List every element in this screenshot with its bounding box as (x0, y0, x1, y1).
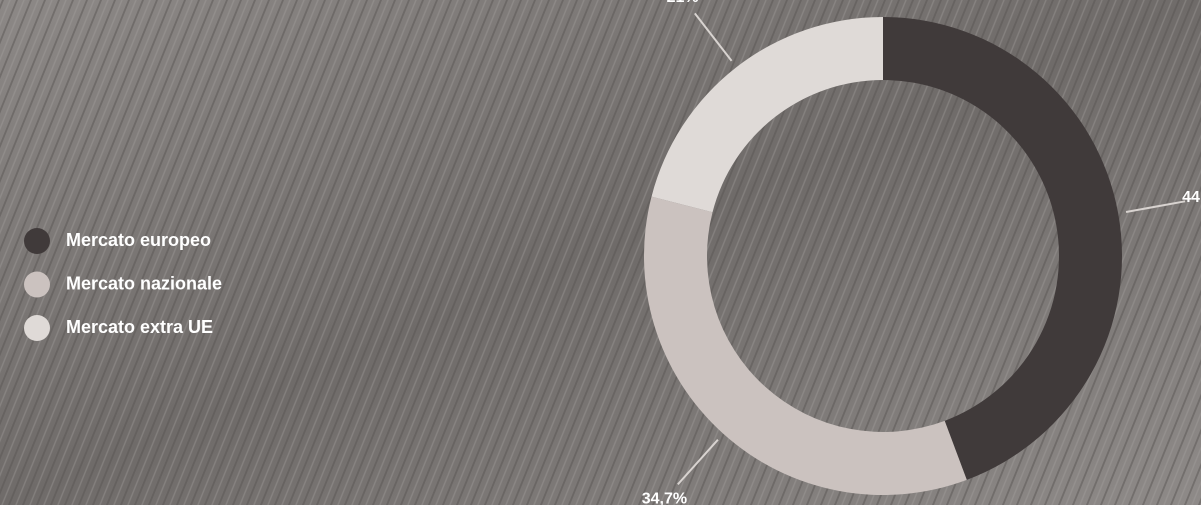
legend-label: Mercato europeo (66, 230, 211, 250)
legend-label: Mercato nazionale (66, 273, 222, 293)
leader-line (677, 439, 719, 486)
legend-swatch (24, 315, 50, 341)
leader-line (694, 12, 733, 62)
donut-segment (644, 196, 967, 495)
data-label: 34,7% (642, 490, 687, 505)
data-label: 44,3% (1182, 189, 1201, 206)
donut-segment (651, 17, 883, 213)
legend-swatch (24, 271, 50, 298)
legend-swatch (24, 228, 50, 254)
donut-segment (883, 17, 1122, 480)
legend-label: Mercato extra UE (66, 317, 213, 337)
data-label: 21% (667, 0, 699, 6)
leader-line (1125, 200, 1186, 213)
